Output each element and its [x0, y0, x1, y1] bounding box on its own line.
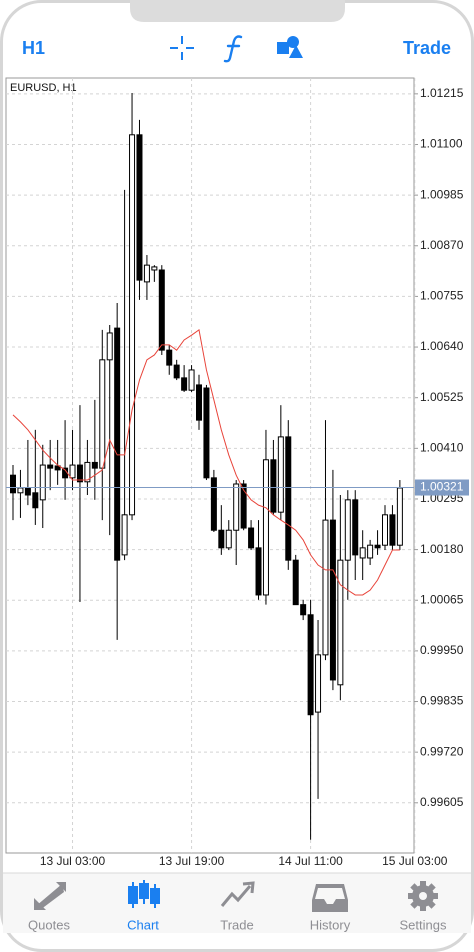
candle-body [352, 499, 359, 556]
history-icon[interactable] [312, 884, 348, 912]
candle-body [225, 529, 232, 549]
candle-body [76, 464, 83, 483]
candle-body [315, 654, 322, 713]
candle-body [307, 614, 314, 716]
y-tick-label: 1.01100 [420, 137, 463, 151]
candle-body [99, 359, 106, 469]
candle-body [173, 364, 180, 379]
candle-body [151, 266, 158, 271]
y-tick-label: 0.99605 [420, 795, 464, 809]
candle-body [396, 487, 403, 546]
candle-body [84, 461, 91, 483]
x-tick-label: 15 Jul 03:00 [382, 854, 448, 868]
x-tick-label: 13 Jul 19:00 [159, 854, 225, 868]
candle-body [10, 474, 16, 494]
y-tick-label: 1.00065 [420, 592, 464, 606]
candle-body [203, 387, 210, 479]
candle-body [121, 514, 128, 556]
tab-label[interactable]: History [310, 917, 351, 932]
candle-body [32, 492, 39, 509]
candle-body [285, 436, 292, 561]
tab-label[interactable]: Settings [400, 917, 447, 932]
candle-body [136, 134, 143, 281]
candle-body [292, 559, 299, 606]
candle-body [106, 332, 113, 361]
candle-body [91, 461, 98, 469]
candle-body [188, 369, 195, 391]
candle-body [218, 529, 225, 549]
candle-body [181, 377, 188, 391]
candle-body [248, 527, 255, 549]
trade-icon[interactable] [220, 881, 255, 907]
settings-icon[interactable] [408, 881, 438, 911]
candle-body [210, 477, 217, 531]
candle-body [329, 519, 336, 681]
tab-label[interactable]: Quotes [28, 917, 70, 932]
x-tick-label: 13 Jul 03:00 [40, 854, 106, 868]
chart-icon[interactable] [128, 880, 160, 908]
objects-button[interactable] [277, 36, 303, 58]
y-tick-label: 0.99720 [420, 744, 464, 758]
y-tick-label: 1.00870 [420, 238, 464, 252]
candle-body [17, 487, 24, 494]
candle-body [270, 459, 277, 513]
quotes-icon[interactable] [34, 882, 66, 910]
candle-body [158, 269, 165, 351]
tab-label[interactable]: Chart [127, 917, 159, 932]
y-tick-label: 1.00985 [420, 187, 464, 201]
candle-body [322, 519, 329, 656]
moving-average [12, 329, 400, 596]
indicators-button[interactable] [223, 35, 243, 63]
candle-body [166, 349, 173, 366]
y-tick-label: 1.00525 [420, 390, 464, 404]
y-tick-label: 1.01215 [420, 86, 464, 100]
candle-body [389, 514, 396, 546]
candle-body [344, 499, 351, 561]
candle-body [54, 465, 61, 471]
chart: EURUSD, H1 1.01215 1.01100 1.00985 1.00870 1… [5, 77, 469, 868]
x-tick-label: 14 Jul 11:00 [278, 854, 343, 868]
candle-body [39, 464, 46, 501]
candle-body [69, 464, 76, 479]
candle-body [233, 483, 240, 531]
y-tick-label: 1.00180 [420, 542, 464, 556]
y-tick-label: 1.00640 [420, 339, 464, 353]
timeframe-button[interactable]: H1 [22, 38, 45, 58]
candle-body [367, 544, 374, 559]
candle-body [337, 559, 344, 686]
candle-body [143, 264, 150, 283]
y-tick-label: 0.99950 [420, 643, 464, 657]
notch [130, 0, 345, 22]
candle-body [255, 547, 262, 596]
candle-body [374, 544, 381, 549]
candle-body [129, 134, 136, 516]
y-tick-label: 1.00755 [420, 289, 464, 303]
current-price-box [415, 479, 469, 496]
candle-body [240, 483, 247, 529]
candle-body [47, 464, 54, 469]
candle-body [277, 436, 284, 513]
crosshair-button[interactable] [170, 36, 194, 60]
candle-body [262, 459, 269, 596]
plot-frame [5, 77, 415, 854]
candle-body [300, 604, 307, 616]
current-price-label: 1.00321 [420, 480, 464, 494]
y-tick-label: 0.99835 [420, 694, 464, 708]
trade-button[interactable]: Trade [403, 38, 451, 58]
y-tick-label: 1.00410 [420, 440, 464, 454]
chart-title: EURUSD, H1 [10, 82, 77, 94]
candle-body [114, 327, 121, 561]
candle-body [196, 384, 202, 421]
candle-body [24, 487, 31, 496]
candle-body [382, 514, 388, 546]
candle-body [359, 547, 366, 559]
tab-bar [3, 873, 471, 933]
tab-label[interactable]: Trade [220, 917, 253, 932]
